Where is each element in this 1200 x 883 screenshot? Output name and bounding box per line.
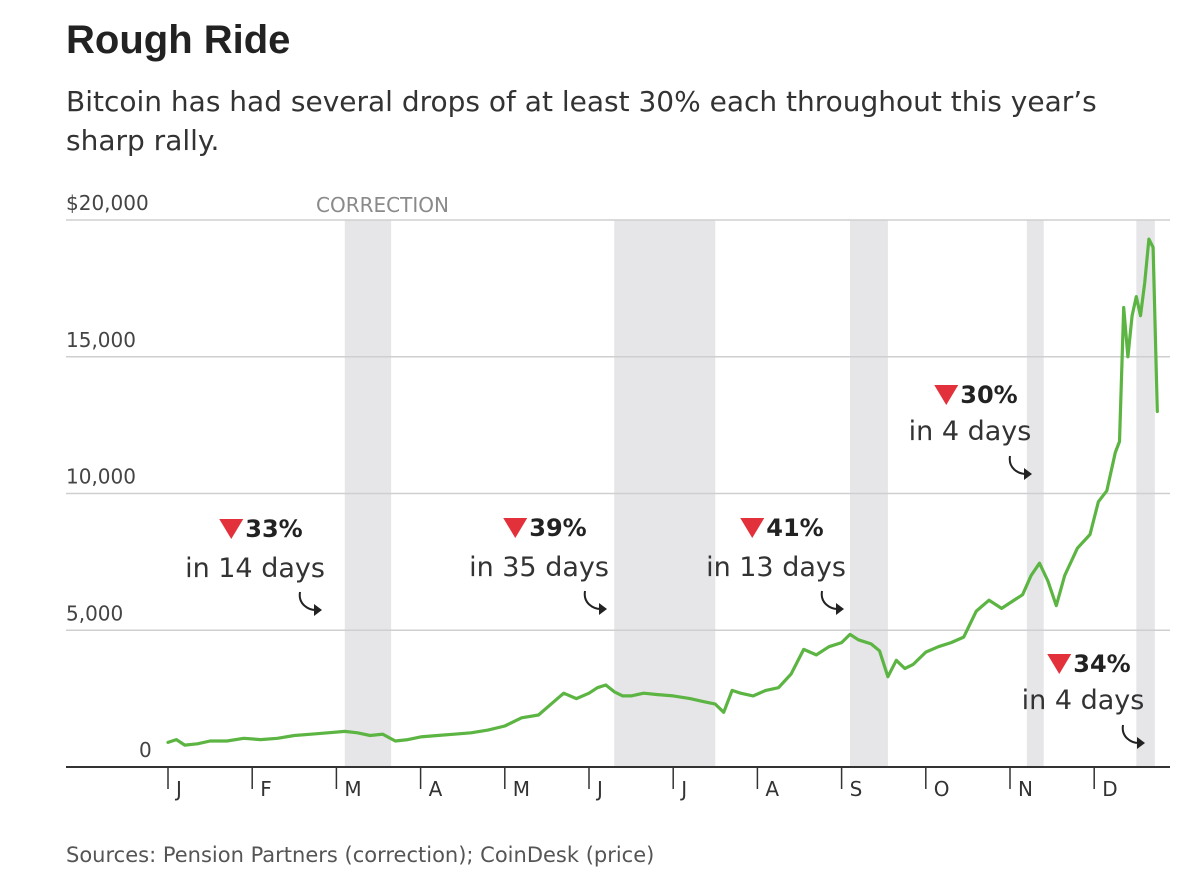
y-tick-label: $20,000 (66, 191, 149, 215)
y-tick-label: 5,000 (66, 601, 123, 625)
x-tick-label: O (934, 777, 950, 801)
curved-arrow-icon (1121, 724, 1140, 744)
y-tick-label: 10,000 (66, 465, 136, 489)
curved-arrow-icon (1008, 455, 1027, 475)
down-triangle-icon (503, 518, 528, 538)
bitcoin-price-line (166, 237, 1159, 747)
correction-label: CORRECTION (316, 193, 449, 217)
arrowhead-icon (1137, 737, 1145, 749)
x-tick-label: A (429, 777, 443, 801)
chart-subtitle: Bitcoin has had several drops of at leas… (66, 85, 1097, 157)
arrowhead-icon (1024, 468, 1032, 480)
drop-duration: in 35 days (469, 552, 609, 583)
drop-percent: 30% (960, 381, 1017, 409)
drop-duration: in 13 days (706, 552, 846, 583)
chart-title: Rough Ride (66, 18, 291, 62)
drop-annotation: 30% in 4 days (909, 381, 1032, 480)
x-tick-label: F (260, 777, 272, 801)
drop-percent: 41% (766, 514, 823, 542)
gridlines (66, 219, 1170, 631)
arrowhead-icon (314, 604, 322, 616)
down-triangle-icon (1047, 654, 1072, 674)
drop-annotation: 33% in 14 days (185, 515, 325, 616)
down-triangle-icon (219, 519, 244, 539)
curved-arrow-icon (298, 591, 317, 611)
drop-duration: in 14 days (185, 553, 325, 584)
source-note: Sources: Pension Partners (correction); … (66, 843, 655, 867)
drop-percent: 34% (1073, 650, 1130, 678)
drop-duration: in 4 days (909, 416, 1032, 447)
x-tick-label: J (174, 777, 182, 801)
x-tick-label: J (679, 777, 687, 801)
x-tick-label: S (850, 777, 863, 801)
y-axis: 0 5,000 10,000 15,000 $20,000 (66, 191, 152, 762)
arrowhead-icon (836, 603, 844, 615)
x-tick-label: N (1018, 777, 1033, 801)
drop-annotations: 33% in 14 days 39% in 35 days 41% in 13 days 3… (185, 381, 1145, 749)
drop-annotation: 41% in 13 days (706, 514, 846, 615)
x-tick-label: A (765, 777, 779, 801)
x-tick-label: M (513, 777, 530, 801)
drop-percent: 39% (529, 514, 586, 542)
drop-annotation: 39% in 35 days (469, 514, 609, 615)
drop-annotation: 34% in 4 days (1022, 650, 1145, 749)
arrowhead-icon (599, 603, 607, 615)
curved-arrow-icon (820, 590, 839, 610)
x-tick-label: J (595, 777, 603, 801)
down-triangle-icon (740, 518, 765, 538)
curved-arrow-icon (583, 590, 602, 610)
drop-duration: in 4 days (1022, 685, 1145, 716)
y-tick-label: 15,000 (66, 328, 136, 352)
y-tick-label: 0 (139, 738, 152, 762)
x-tick-label: D (1102, 777, 1117, 801)
down-triangle-icon (934, 385, 959, 405)
x-tick-label: M (344, 777, 361, 801)
drop-percent: 33% (245, 515, 302, 543)
